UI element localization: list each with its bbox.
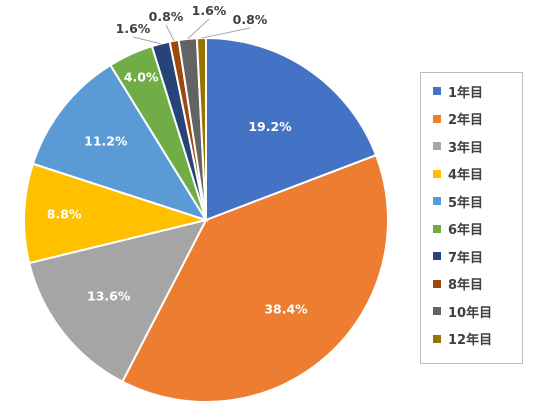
data-label-9: 1.6%	[192, 3, 227, 18]
legend-swatch-3	[433, 142, 441, 150]
legend-item-5: 5年目	[433, 191, 483, 211]
legend-label-10: 12年目	[448, 333, 493, 348]
legend-label-2: 2年目	[448, 113, 484, 128]
legend-item-8: 8年目	[433, 274, 483, 294]
legend-item-2: 2年目	[433, 109, 483, 129]
leader-line-10	[201, 27, 251, 39]
chart-legend: 1年目 2年目 3年目 4年目 5年目 6年目 7年目 8年目 10年目 12年目	[420, 72, 523, 364]
legend-swatch-1	[433, 87, 441, 95]
legend-item-10: 12年目	[433, 329, 492, 349]
legend-item-4: 4年目	[433, 164, 483, 184]
data-label-7: 1.6%	[116, 21, 151, 36]
legend-item-1: 1年目	[433, 81, 483, 101]
legend-label-5: 5年目	[448, 195, 484, 211]
data-label-4: 8.8%	[47, 207, 82, 222]
data-label-10: 0.8%	[233, 12, 268, 27]
pie-slice-4	[23, 162, 210, 265]
legend-swatch-2	[433, 114, 441, 123]
data-label-3: 13.6%	[87, 288, 131, 303]
data-label-2: 38.4%	[264, 302, 308, 317]
legend-label-7: 7年目	[448, 250, 484, 266]
legend-item-6: 6年目	[433, 219, 483, 239]
pie-slice-5	[31, 63, 209, 222]
legend-item-3: 3年目	[433, 136, 483, 156]
legend-swatch-8	[433, 279, 441, 288]
legend-label-1: 1年目	[448, 85, 484, 101]
pie-slice-2	[121, 153, 389, 403]
legend-label-4: 4年目	[448, 168, 484, 183]
data-label-6: 4.0%	[124, 70, 159, 85]
data-label-1: 19.2%	[248, 119, 292, 134]
legend-swatch-9	[433, 307, 441, 315]
legend-item-7: 7年目	[433, 246, 483, 266]
legend-swatch-7	[433, 252, 441, 260]
pie-slice-3	[27, 218, 208, 383]
leader-line-7	[132, 36, 161, 45]
legend-swatch-6	[433, 224, 441, 233]
legend-label-9: 10年目	[448, 305, 493, 321]
pie-slice-1	[205, 36, 378, 222]
legend-label-8: 8年目	[448, 278, 484, 293]
data-label-8: 0.8%	[149, 9, 184, 24]
leader-line-9	[187, 18, 210, 40]
legend-item-9: 10年目	[433, 301, 492, 321]
legend-label-6: 6年目	[448, 223, 484, 238]
legend-swatch-5	[433, 197, 441, 205]
leader-line-8	[165, 24, 175, 42]
data-label-5: 11.2%	[84, 133, 128, 148]
legend-label-3: 3年目	[448, 140, 484, 156]
legend-swatch-10	[433, 334, 441, 343]
legend-swatch-4	[433, 169, 441, 178]
